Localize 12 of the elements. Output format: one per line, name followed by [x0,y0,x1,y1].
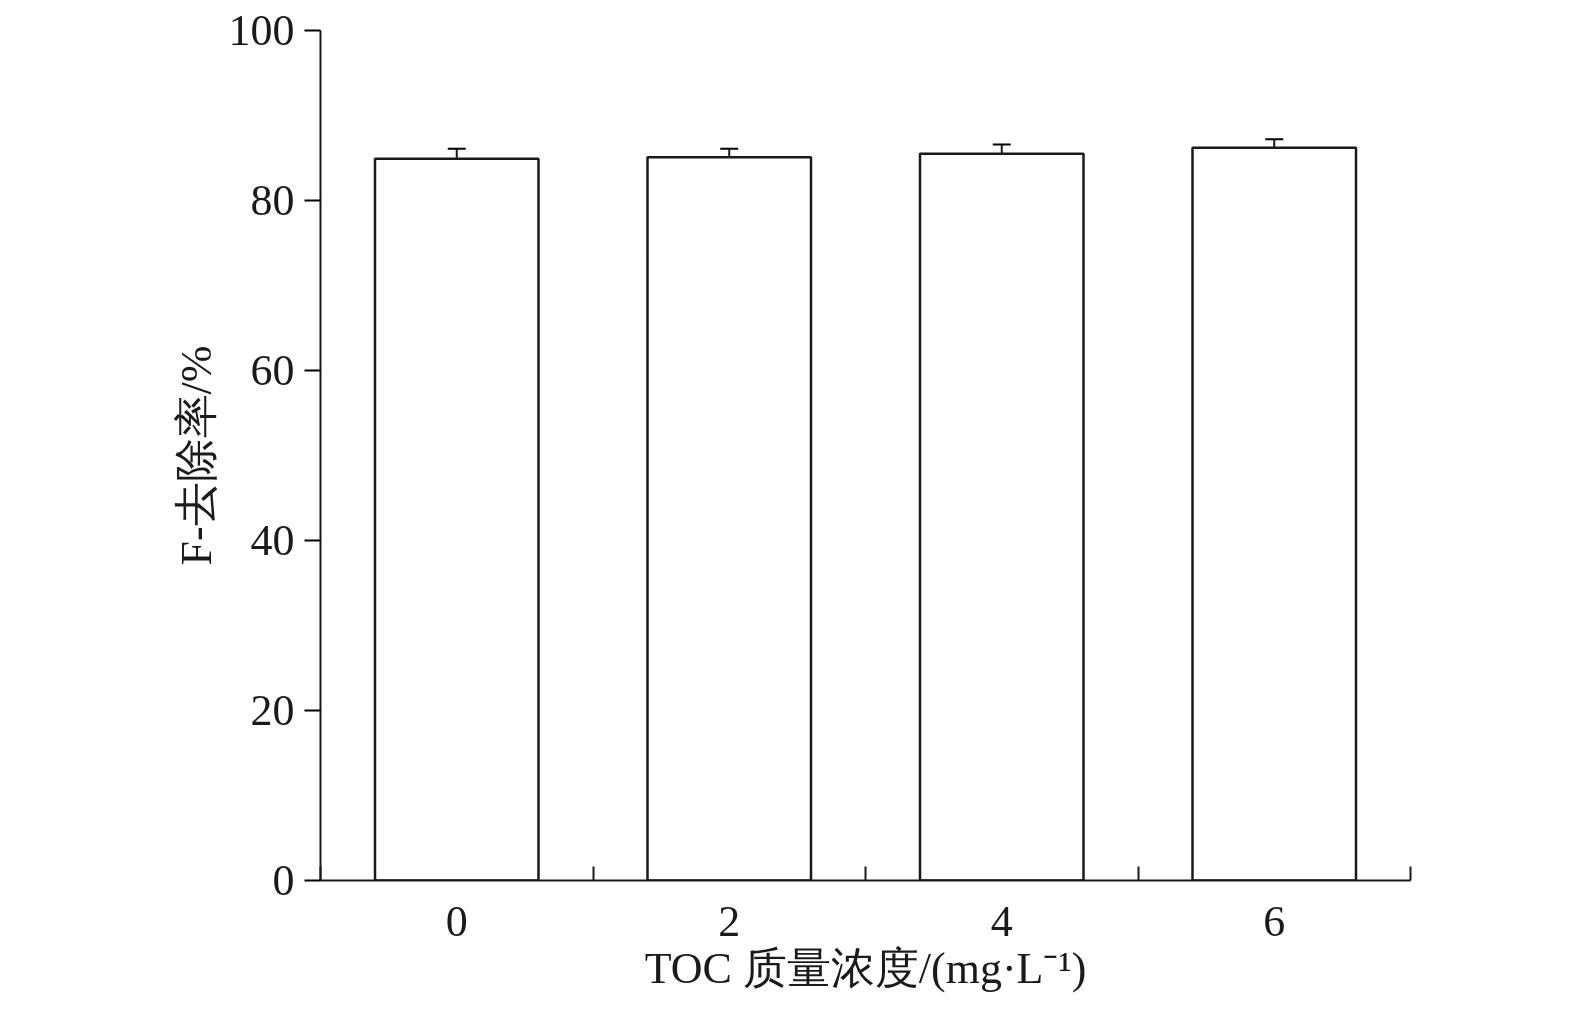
x-tick-label: 6 [1263,896,1286,946]
y-tick-label: 40 [250,516,295,565]
y-tick-label: 80 [250,176,295,225]
y-axis-title: F-去除率/% [171,345,221,566]
x-axis-title: TOC 质量浓度/(mg·L⁻¹) [644,943,1087,993]
y-tick-label: 20 [250,686,295,735]
y-tick-label: 100 [228,6,295,55]
y-tick-label: 60 [250,346,295,395]
y-tick-label: 0 [272,856,295,905]
x-tick-label: 2 [718,896,741,946]
x-tick-label: 4 [990,896,1013,946]
x-tick-label: 0 [445,896,468,946]
